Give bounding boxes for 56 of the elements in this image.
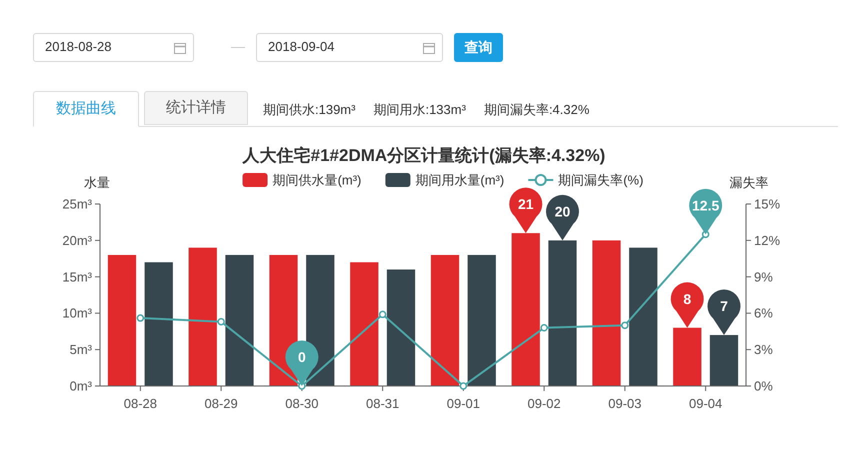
text: 数据曲线 xyxy=(33,91,139,127)
text: 2018-09-04 xyxy=(268,39,334,54)
y2-axis-title: 漏失率 xyxy=(730,175,768,190)
x-tick-label: 08-29 xyxy=(204,396,238,411)
bar xyxy=(592,240,621,386)
legend-label: 期间漏失率(%) xyxy=(558,172,644,188)
bar xyxy=(225,254,254,386)
bar xyxy=(350,262,378,386)
y2-tick-label: 12% xyxy=(754,232,780,248)
text: 期间漏失率:4.32% xyxy=(484,101,590,119)
y-tick-label: 25m³ xyxy=(62,196,93,212)
y-tick-label: 20m³ xyxy=(62,232,93,248)
x-tick-label: 09-02 xyxy=(528,396,561,411)
y2-tick-label: 6% xyxy=(754,306,774,321)
text: 统计详情 xyxy=(144,91,248,125)
legend-label: 期间用水量(m³) xyxy=(415,172,504,188)
y2-tick-label: 3% xyxy=(754,342,774,358)
data-label: 12.5 xyxy=(692,197,720,214)
text: 2018-08-28 xyxy=(45,39,112,54)
y-tick-label: 15m³ xyxy=(62,269,93,284)
bar xyxy=(144,262,173,386)
point xyxy=(460,382,468,390)
point xyxy=(540,324,548,332)
y-tick-label: 0m³ xyxy=(70,378,93,394)
data-label: 8 xyxy=(683,290,692,307)
x-tick-label: 09-01 xyxy=(446,396,480,411)
legend-label: 期间供水量(m³) xyxy=(272,172,362,188)
point xyxy=(136,314,144,322)
bar xyxy=(629,248,658,386)
text: 查询 xyxy=(454,33,503,62)
data-label: 0 xyxy=(298,349,306,365)
y2-tick-label: 15% xyxy=(754,196,780,212)
text: 期间供水:139m³ xyxy=(263,101,356,119)
y-tick-label: 10m³ xyxy=(62,306,93,321)
point xyxy=(217,318,225,326)
x-tick-label: 08-31 xyxy=(366,396,400,411)
y-tick-label: 5m³ xyxy=(70,342,93,358)
x-tick-label: 08-30 xyxy=(285,396,318,411)
y2-tick-label: 0% xyxy=(754,378,774,394)
x-tick-label: 08-28 xyxy=(124,396,157,411)
y-axis-title: 水量 xyxy=(84,175,110,190)
point xyxy=(621,322,629,330)
data-label: 7 xyxy=(720,298,728,314)
bar xyxy=(468,254,496,386)
data-label: 21 xyxy=(518,196,534,212)
bar xyxy=(108,254,136,386)
text: 期间用水:133m³ xyxy=(373,101,466,119)
bar xyxy=(430,254,460,386)
point xyxy=(378,310,386,318)
x-tick-label: 09-03 xyxy=(608,396,642,411)
chart-title: 人大住宅#1#2DMA分区计量统计(漏失率:4.32%) xyxy=(242,146,606,165)
bar xyxy=(386,270,416,386)
data-label: 20 xyxy=(554,203,570,220)
y2-tick-label: 9% xyxy=(754,269,774,284)
bar xyxy=(188,248,217,386)
x-tick-label: 09-04 xyxy=(689,396,722,411)
